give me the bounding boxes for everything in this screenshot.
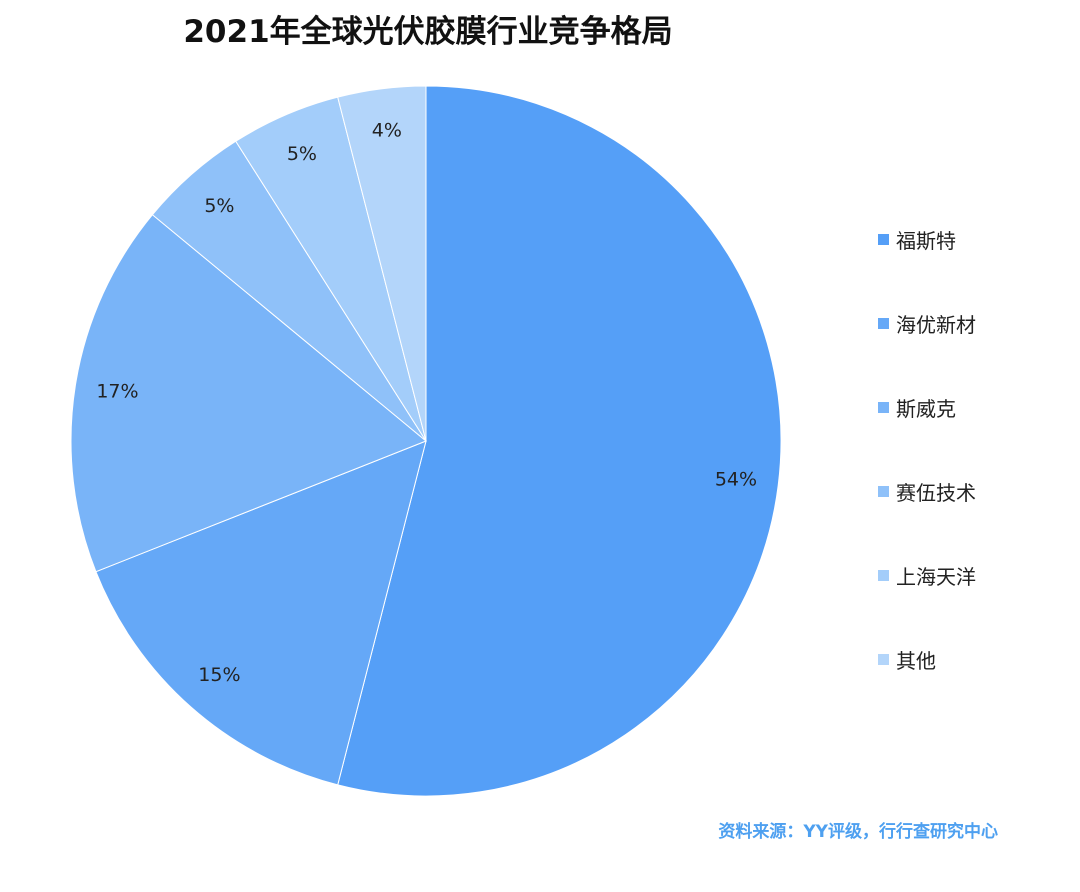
slice-data-label: 5%	[287, 143, 317, 165]
legend-label: 斯威克	[896, 396, 956, 421]
legend-item: 福斯特	[878, 224, 956, 254]
pie-slice	[337, 85, 782, 797]
slice-data-label: 54%	[715, 469, 757, 491]
legend-item: 海优新材	[878, 308, 976, 338]
legend-label: 福斯特	[896, 228, 956, 253]
pie-slice	[70, 214, 427, 573]
legend-item: 上海天洋	[878, 560, 976, 590]
slice-data-label: 4%	[372, 120, 402, 142]
legend-swatch	[878, 653, 889, 665]
slice-data-label: 5%	[204, 195, 234, 217]
legend-swatch	[878, 233, 889, 245]
legend-item: 其他	[878, 644, 936, 674]
legend-item: 斯威克	[878, 392, 956, 422]
pie-slice	[337, 85, 427, 442]
legend-label: 赛伍技术	[896, 480, 976, 505]
legend-swatch	[878, 401, 889, 413]
source-note: 资料来源：YY评级，行行查研究中心	[718, 822, 998, 842]
legend-item: 赛伍技术	[878, 476, 976, 506]
pie-slice	[95, 440, 427, 786]
legend-swatch	[878, 317, 889, 329]
slice-data-label: 15%	[198, 664, 240, 686]
chart-title: 2021年全球光伏胶膜行业竞争格局	[183, 14, 673, 50]
legend-label: 其他	[896, 648, 936, 673]
legend-swatch	[878, 485, 889, 497]
legend-label: 上海天洋	[896, 564, 976, 589]
legend-label: 海优新材	[896, 312, 976, 337]
legend-swatch	[878, 569, 889, 581]
slice-data-label: 17%	[96, 381, 138, 403]
